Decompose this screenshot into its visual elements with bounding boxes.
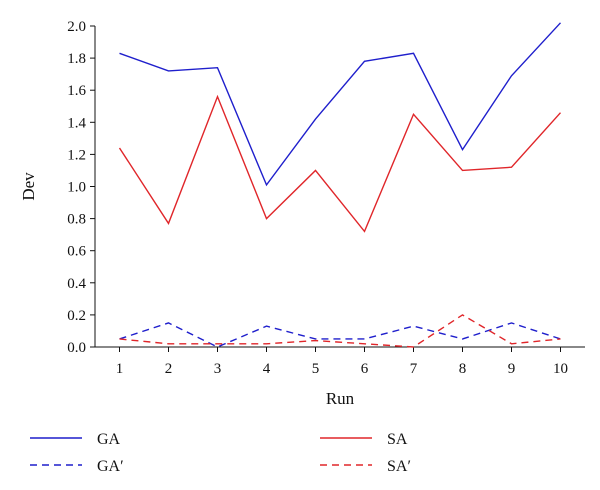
series-layer <box>118 22 562 348</box>
y-tick-label: 0.4 <box>67 276 86 292</box>
y-tick-label: 1.6 <box>67 83 86 99</box>
x-tick-label: 1 <box>116 361 124 377</box>
x-tick-label: 3 <box>214 361 222 377</box>
x-tick-label: 4 <box>263 361 271 377</box>
x-tick-label: 5 <box>312 361 320 377</box>
y-tick-label: 0.8 <box>67 212 86 228</box>
y-tick-label: 1.4 <box>67 115 86 131</box>
legend-label-4: SA′ <box>387 458 411 475</box>
x-tick-label: 7 <box>410 361 418 377</box>
x-tick-label: 8 <box>459 361 467 377</box>
y-axis-title: Dev <box>19 172 38 201</box>
series-line-4 <box>119 314 561 348</box>
x-tick-label: 10 <box>553 361 568 377</box>
legend-label-3: GA′ <box>97 458 124 475</box>
x-tick-label: 9 <box>508 361 516 377</box>
series-line-2 <box>118 94 562 233</box>
series-line-1 <box>119 22 562 187</box>
x-axis-title: Run <box>326 389 355 408</box>
y-tick-label: 1.2 <box>67 147 86 163</box>
axes: 0.0 0.2 0.4 0.6 0.8 1.0 1.2 1.4 1.6 1.8 2.0 1 2 3 4 5 6 7… <box>67 19 585 377</box>
legend-label-2: SA <box>387 431 408 448</box>
y-tick-label: 0.6 <box>67 244 86 260</box>
y-tick-label: 1.0 <box>67 180 86 196</box>
x-tick-label: 6 <box>361 361 369 377</box>
series-line-3 <box>119 322 561 348</box>
legend: GA SA GA′ SA′ <box>30 431 411 475</box>
legend-label-1: GA <box>97 431 121 448</box>
y-tick-label: 2.0 <box>67 19 86 35</box>
y-tick-label: 0.0 <box>67 340 86 356</box>
y-tick-label: 0.2 <box>67 308 86 324</box>
x-tick-label: 2 <box>165 361 173 377</box>
y-tick-label: 1.8 <box>67 51 86 67</box>
